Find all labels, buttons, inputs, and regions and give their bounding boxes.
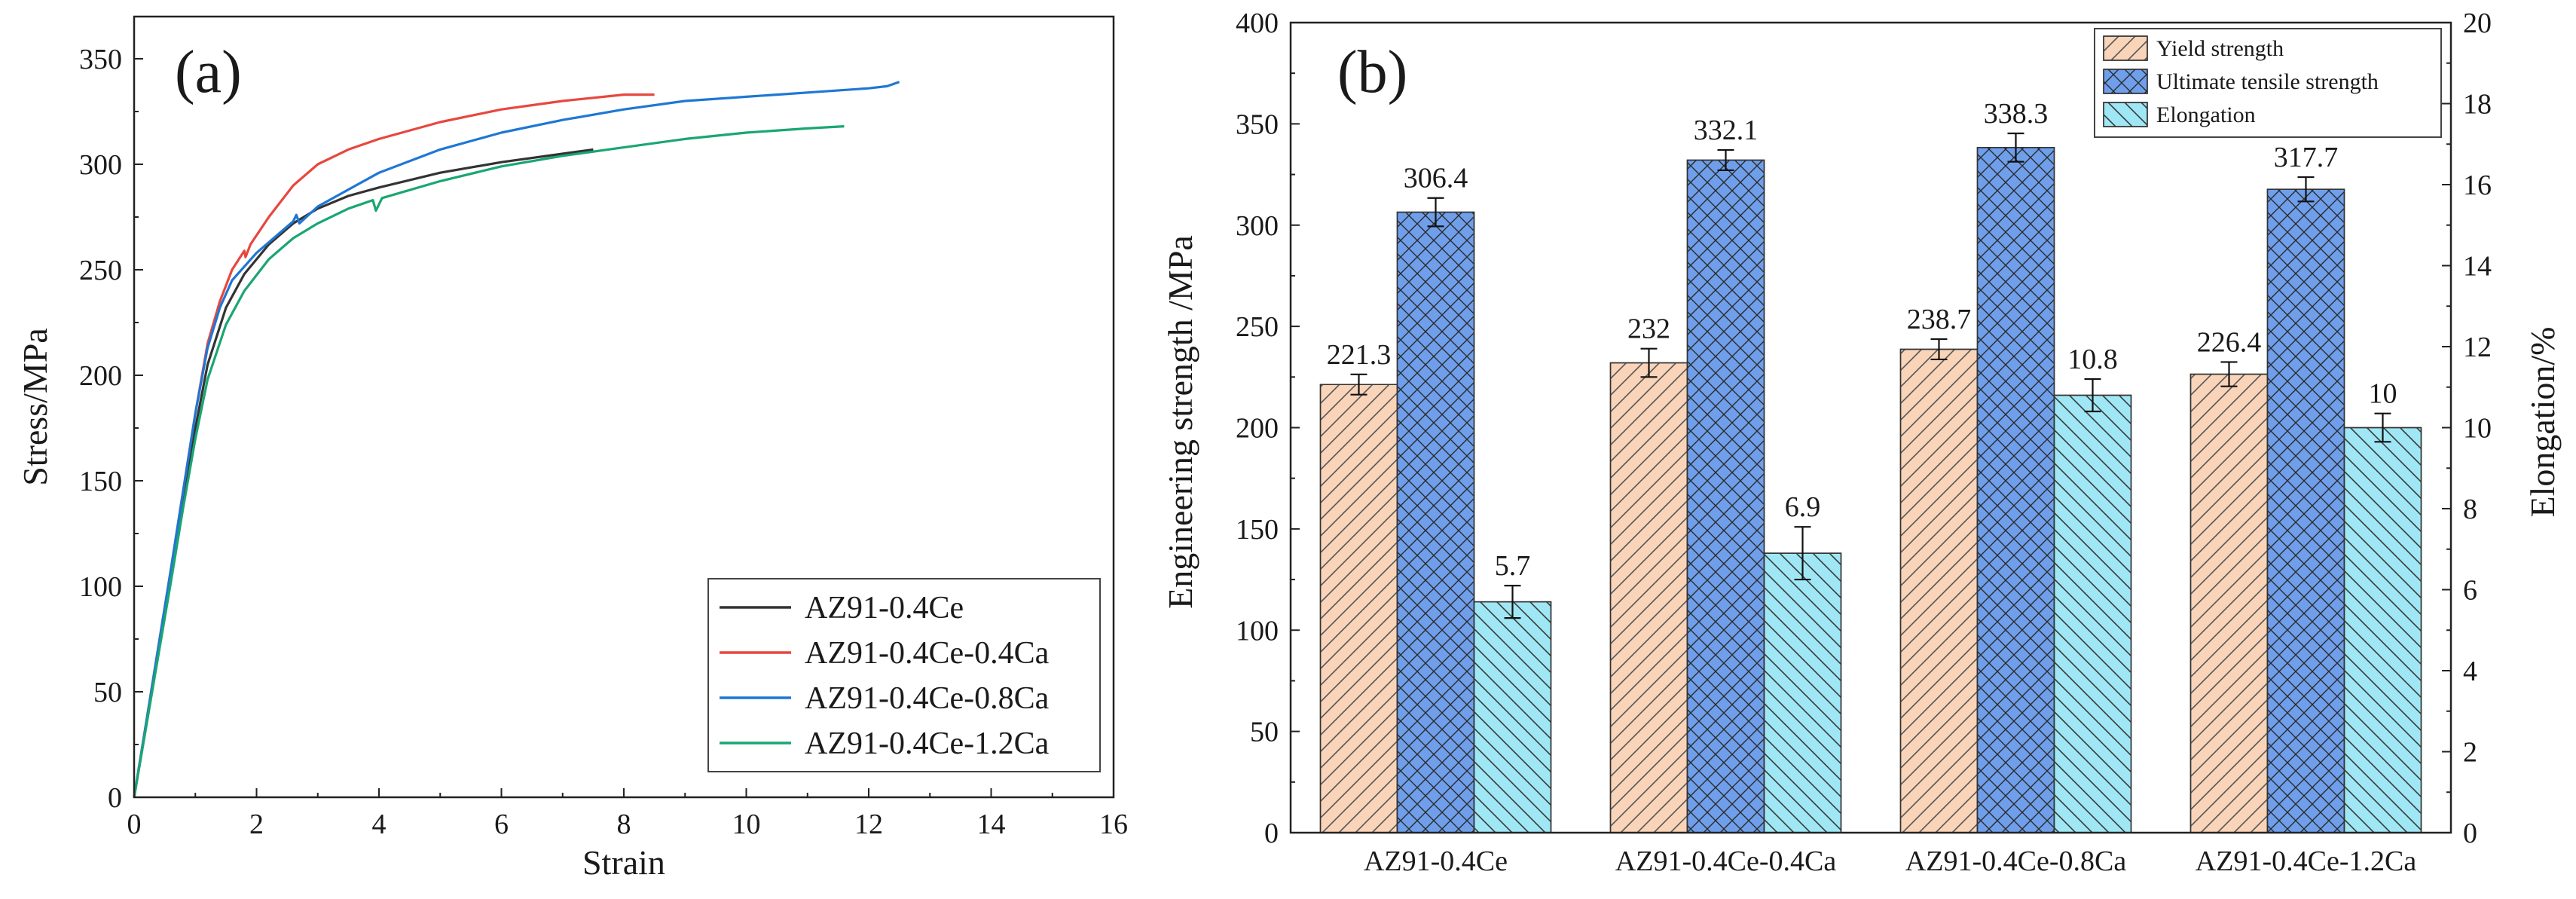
strength-elongation-legend: Yield strength Ultimate tensile strength E… <box>2094 28 2442 138</box>
y-tick-label: 0 <box>108 782 122 814</box>
bar-hatch <box>1609 362 1688 833</box>
right-y-tick-label: 10 <box>2463 413 2492 445</box>
bar-hatch <box>2189 373 2269 833</box>
stress-strain-chart: 0 2 4 6 8 10 12 14 16 0 50 100 150 200 250 300 350 (a) S… <box>16 15 1128 882</box>
data-label: 317.7 <box>2274 142 2339 173</box>
y-tick-label: 150 <box>79 466 122 497</box>
bar-hatch <box>1976 147 2055 833</box>
x-tick-label: 12 <box>854 809 883 840</box>
data-label: 226.4 <box>2197 326 2262 358</box>
category-label: AZ91-0.4Ce-0.4Ca <box>1615 845 1837 877</box>
strength-elongation-ticks: 0 50 100 150 200 250 300 350 400 0 2 4 6 8 10 12 14 16 18 2… <box>1236 8 2492 877</box>
y-axis-label-stress: Stress/MPa <box>16 328 54 486</box>
y-tick-label: 350 <box>79 44 122 75</box>
series-line-0 <box>133 148 594 798</box>
stress-strain-legend: AZ91-0.4Ce AZ91-0.4Ce-0.4Ca AZ91-0.4Ce-0.8… <box>707 578 1101 772</box>
strength-elongation-bars: 221.3 306.4 5.7 232 332.1 6.9 238.7 338.3 10.8 22… <box>1319 98 2422 833</box>
data-label: 10.8 <box>2067 344 2118 375</box>
right-y-tick-label: 2 <box>2463 737 2477 769</box>
legend-label-2: Elongation <box>2156 102 2256 127</box>
right-y-tick-label: 8 <box>2463 494 2477 525</box>
x-tick-label: 4 <box>372 809 387 840</box>
category-label: AZ91-0.4Ce <box>1364 845 1508 877</box>
y-tick-label: 100 <box>1236 615 1279 647</box>
bar-hatch <box>2266 188 2345 833</box>
bar-hatch <box>1899 348 1979 833</box>
legend-label-0: Yield strength <box>2156 36 2284 61</box>
y-tick-label: 200 <box>1236 413 1279 445</box>
bar-hatch <box>1319 384 1398 833</box>
bar-hatch <box>2053 394 2132 833</box>
data-label: 5.7 <box>1495 550 1531 582</box>
y-tick-label: 100 <box>79 571 122 603</box>
y-tick-label: 250 <box>79 255 122 286</box>
y-tick-label: 0 <box>1264 818 1279 849</box>
right-y-tick-label: 16 <box>2463 170 2492 201</box>
y-tick-label: 250 <box>1236 311 1279 343</box>
y-tick-label: 50 <box>93 677 122 708</box>
legend-label-1: Ultimate tensile strength <box>2156 69 2379 94</box>
legend-label-3: AZ91-0.4Ce-1.2Ca <box>805 726 1050 761</box>
data-label: 221.3 <box>1327 339 1392 371</box>
y-tick-label: 300 <box>1236 210 1279 242</box>
right-y-tick-label: 20 <box>2463 8 2492 39</box>
right-y-tick-label: 4 <box>2463 656 2477 687</box>
legend-swatch-hatch <box>2103 102 2148 127</box>
right-y-tick-label: 6 <box>2463 575 2477 607</box>
data-label: 232 <box>1627 313 1670 345</box>
data-label: 10 <box>2369 378 2397 410</box>
y-tick-label: 50 <box>1250 717 1279 748</box>
y-tick-label: 400 <box>1236 8 1279 39</box>
panel-label-a: (a) <box>175 39 242 105</box>
y-axis-label-elongation: Elongation/% <box>2523 327 2562 518</box>
legend-box <box>2094 28 2442 138</box>
category-label: AZ91-0.4Ce-0.8Ca <box>1905 845 2127 877</box>
y-tick-label: 350 <box>1236 109 1279 140</box>
data-label: 332.1 <box>1694 115 1759 146</box>
legend-box <box>707 578 1101 772</box>
legend-swatch-hatch <box>2103 69 2148 94</box>
y-tick-label: 150 <box>1236 514 1279 546</box>
x-tick-label: 0 <box>127 809 142 840</box>
stress-strain-lines <box>133 81 900 798</box>
legend-label-1: AZ91-0.4Ce-0.4Ca <box>805 636 1050 671</box>
right-y-tick-label: 14 <box>2463 251 2492 283</box>
x-tick-label: 6 <box>494 809 509 840</box>
category-label: AZ91-0.4Ce-1.2Ca <box>2196 845 2417 877</box>
bar-hatch <box>2343 427 2422 833</box>
x-tick-label: 8 <box>617 809 631 840</box>
stress-strain-plot-frame <box>133 15 1115 799</box>
right-y-tick-label: 0 <box>2463 818 2477 849</box>
bar-hatch <box>1396 211 1475 833</box>
legend-label-2: AZ91-0.4Ce-0.8Ca <box>805 681 1050 716</box>
bar-hatch <box>1686 159 1765 833</box>
right-y-tick-label: 18 <box>2463 89 2492 121</box>
bar-hatch <box>1763 552 1842 833</box>
x-tick-label: 10 <box>732 809 761 840</box>
bar-hatch <box>1473 601 1552 833</box>
legend-label-0: AZ91-0.4Ce <box>805 591 964 625</box>
data-label: 306.4 <box>1404 163 1468 194</box>
legend-swatch-hatch <box>2103 35 2148 61</box>
strength-elongation-plot-frame <box>1289 21 2452 834</box>
x-tick-label: 14 <box>977 809 1006 840</box>
data-label: 338.3 <box>1984 98 2049 130</box>
x-tick-label: 2 <box>249 809 264 840</box>
x-tick-label: 16 <box>1099 809 1128 840</box>
series-line-1 <box>133 93 655 798</box>
strength-elongation-chart: 0 50 100 150 200 250 300 350 400 0 2 4 6 8 10 12 14 16 18 2… <box>1161 8 2562 877</box>
series-line-3 <box>133 125 845 798</box>
right-y-tick-label: 12 <box>2463 332 2492 363</box>
stress-strain-ticks: 0 2 4 6 8 10 12 14 16 0 50 100 150 200 250 300 350 <box>79 44 1128 840</box>
y-tick-label: 300 <box>79 149 122 181</box>
y-tick-label: 200 <box>79 360 122 392</box>
series-line-2 <box>133 81 900 798</box>
data-label: 238.7 <box>1907 304 1972 335</box>
panel-label-b: (b) <box>1337 39 1407 105</box>
y-axis-label-strength: Engineering strength /MPa <box>1161 235 1199 609</box>
data-label: 6.9 <box>1785 491 1821 523</box>
x-axis-label-strain: Strain <box>582 843 665 882</box>
